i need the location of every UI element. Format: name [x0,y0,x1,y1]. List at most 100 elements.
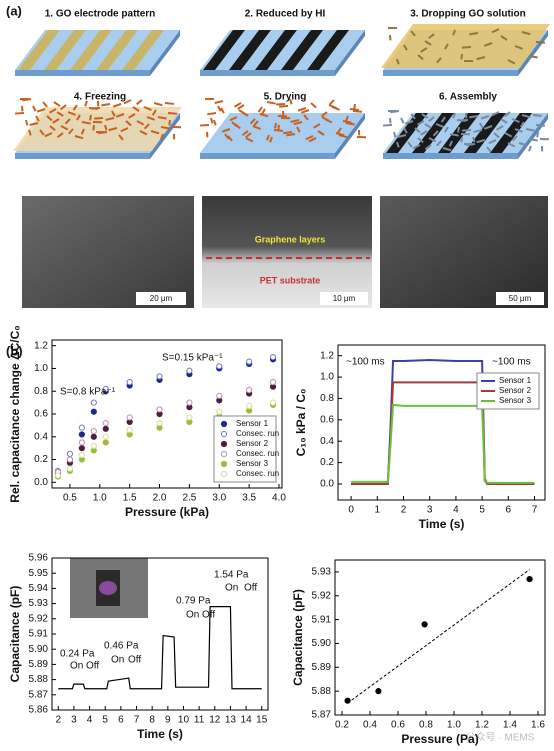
y-axis-label: Rel. capacitance change ΔC/C₀ [8,325,22,502]
fiber [473,129,483,133]
electrode-stripe [18,30,60,70]
legend-swatch [220,430,228,438]
fiber [345,115,349,122]
point [102,420,109,427]
x-tick-label: 6 [506,505,512,516]
fiber [417,137,424,144]
x-tick-label: 4 [453,505,459,516]
annotation: 0.46 Pa [104,641,139,652]
legend-label: Sensor 3 [499,396,532,405]
fiber [143,123,150,130]
annotation: Off [202,610,215,621]
fiber [444,126,449,133]
point [186,399,193,406]
fiber [428,137,437,143]
inset-photo-part [99,581,117,595]
electrode-stripe [96,30,138,70]
fiber [404,120,414,125]
fiber [432,130,439,137]
fiber [460,53,463,60]
y-tick-label: 5.90 [312,638,332,649]
fiber [320,111,328,118]
x-tick-label: 3 [71,715,77,726]
fiber [266,101,276,105]
fiber [84,100,88,107]
sem-image [22,196,194,308]
fiber [53,101,61,107]
fiber [290,119,300,123]
point [156,406,163,413]
fiber [476,139,486,144]
point [102,433,109,440]
point [54,472,62,479]
point [216,392,223,399]
fiber [118,134,124,141]
slab-side [150,30,180,76]
fiber [305,135,314,141]
x-tick-label: 8 [149,715,155,726]
slab-side [150,113,180,159]
fiber [452,29,456,36]
y-tick-label: 0.0 [34,477,48,488]
annotation: 0.24 Pa [60,649,95,660]
x-tick-label: 1 [375,505,381,516]
fiber [444,43,449,50]
x-tick-label: 0 [348,505,354,516]
fiber [64,118,71,125]
fiber [504,132,513,138]
fiber [68,128,74,135]
fiber [237,104,245,110]
x-tick-label: 15 [256,715,268,726]
point [90,427,97,435]
y-tick-label: 1.2 [34,340,48,351]
fiber [521,31,531,36]
fiber [345,122,355,126]
fiber [469,115,479,119]
fiber [60,104,67,111]
fiber [507,59,516,65]
fiber [167,112,177,115]
fiber [336,127,342,134]
fiber [52,118,60,124]
fiber [241,130,249,137]
y-tick-label: 5.86 [29,705,49,716]
point [78,439,85,446]
fiber [525,128,535,132]
fiber [39,129,45,136]
fiber [36,108,46,113]
y-tick-label: 0.6 [34,409,48,420]
annotation: Off [128,655,141,666]
slab-front [383,70,518,76]
fiber [461,129,472,132]
point [78,424,85,431]
fiber [81,121,91,125]
fiber [283,131,293,135]
y-tick-label: 0.6 [320,414,334,425]
fiber [217,105,222,112]
fiber [310,102,317,109]
fiber [224,133,230,140]
fiber [227,135,233,142]
y-tick-label: 0.2 [34,454,48,465]
fiber [199,124,210,127]
legend-label: Sensor 3 [236,459,269,468]
step-label: 4. Freezing [74,92,126,103]
y-tick-label: 5.89 [312,662,332,673]
image-label: PET substrate [260,275,321,285]
fiber [32,105,37,112]
fiber [253,120,259,127]
fit-line [347,569,530,704]
fiber [108,127,118,132]
fiber [440,116,446,123]
fiber [35,115,40,122]
fiber [72,104,78,111]
x-tick-label: 3.0 [212,493,226,504]
fiber [229,116,238,122]
fiber [221,128,231,133]
fiber [407,141,413,148]
y-tick-label: 5.91 [312,614,332,625]
fiber [342,120,352,124]
point [126,379,133,386]
fiber [500,118,508,124]
